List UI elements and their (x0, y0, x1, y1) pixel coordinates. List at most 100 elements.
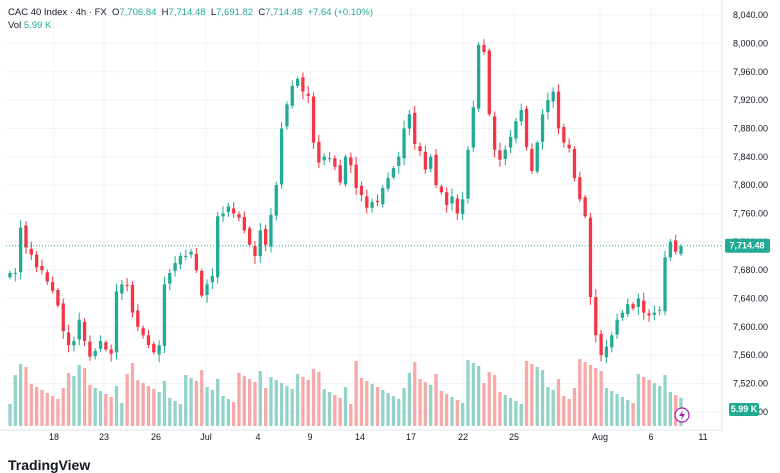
candle-body (216, 216, 220, 278)
volume-bar (114, 386, 119, 426)
volume-bar (263, 388, 268, 426)
x-tick-label: 4 (255, 432, 260, 442)
candle-body (397, 156, 401, 166)
volume-bar (98, 391, 103, 426)
volume-bar (221, 396, 225, 426)
candle-body (413, 112, 417, 145)
candle-body (269, 214, 273, 247)
candle-body (365, 196, 369, 208)
candle-body (194, 253, 199, 271)
candle-body (663, 257, 667, 312)
candle-body (205, 284, 209, 295)
candle-body (642, 300, 646, 313)
candle-body (658, 309, 662, 311)
open-label: O (112, 7, 120, 18)
volume-bar (658, 386, 662, 426)
candle-body (189, 251, 193, 255)
volume-bar (104, 394, 108, 426)
candle-body (157, 345, 161, 355)
candle-body (40, 265, 44, 271)
volume-bar (530, 364, 534, 426)
candle-body (221, 213, 225, 217)
volume-bar (492, 375, 497, 426)
candle-body (263, 229, 268, 245)
candle-body (530, 148, 534, 171)
x-tick-label: 6 (648, 432, 653, 442)
volume-bar (13, 375, 17, 426)
tradingview-logo[interactable]: TradingView (8, 457, 90, 473)
volume-badge-text: 5.99 K (731, 404, 758, 414)
y-tick-label: 7,880.00 (733, 123, 768, 133)
candle-body (141, 328, 145, 336)
candle-body (29, 248, 33, 255)
volume-bar (562, 396, 566, 426)
close-label: C (258, 7, 266, 18)
candle-body (93, 350, 97, 356)
volume-bar (279, 383, 284, 426)
volume-value: 5.99 K (23, 20, 52, 31)
candle-body (508, 136, 513, 148)
candle-body (232, 208, 236, 214)
volume-bar (439, 391, 444, 426)
candle-body (588, 217, 593, 298)
candle-body (162, 284, 167, 346)
volume-bar (434, 374, 438, 426)
volume-bar (615, 394, 619, 426)
candle-body (322, 156, 326, 161)
candle-body (471, 107, 475, 148)
y-tick-label: 7,600.00 (733, 322, 768, 332)
y-tick-label: 7,680.00 (733, 265, 768, 275)
candle-body (50, 282, 55, 291)
y-tick-label: 8,040.00 (733, 10, 768, 20)
volume-bar (524, 361, 529, 426)
candle-body (333, 158, 337, 167)
candle-body (610, 335, 614, 348)
low-label: L (210, 7, 217, 18)
volume-bar (359, 378, 364, 426)
candle-body (120, 284, 124, 294)
x-tick-label: 9 (307, 432, 312, 442)
volume-bar (136, 380, 140, 426)
candle-body (514, 121, 518, 139)
volume-bar (514, 401, 518, 426)
volume-bar (285, 386, 289, 426)
volume-bar (210, 390, 215, 426)
candle-body (109, 349, 113, 354)
x-tick-label: 25 (509, 432, 519, 442)
volume-bar (226, 399, 230, 426)
low-value: 7,691.82 (216, 7, 254, 18)
candle-body (8, 272, 12, 278)
volume-bar (652, 383, 657, 426)
volume-bar (476, 366, 481, 426)
candle-body (77, 319, 81, 340)
candle-body (104, 342, 108, 350)
candle-body (290, 85, 294, 106)
candle-body (279, 128, 284, 185)
candle-body (381, 187, 385, 205)
candle-body (535, 142, 539, 172)
volume-bar (599, 371, 603, 426)
volume-bar (572, 388, 577, 426)
volume-bar (540, 370, 545, 426)
volume-bar (674, 395, 678, 426)
volume-bar (519, 404, 523, 426)
x-tick-label: 17 (406, 432, 416, 442)
candle-body (173, 263, 177, 271)
volume-bar (77, 365, 81, 426)
volume-bar (237, 373, 241, 426)
volume-bar (242, 376, 246, 426)
change-value: +7.64 (+0.10%) (307, 7, 374, 18)
volume-bar (594, 368, 598, 426)
volume-bar (445, 394, 449, 426)
candle-body (13, 272, 17, 274)
symbol-label: CAC 40 Index · 4h · FX (8, 7, 107, 18)
volume-bar (668, 392, 673, 426)
candle-body (72, 340, 76, 346)
volume-bar (56, 399, 60, 426)
volume-bar (631, 403, 635, 426)
volume-bar (317, 372, 321, 426)
volume-bar (567, 399, 571, 426)
x-tick-label: 14 (355, 432, 365, 442)
volume-bar (642, 377, 646, 426)
close-value: 7,714.48 (265, 7, 303, 18)
